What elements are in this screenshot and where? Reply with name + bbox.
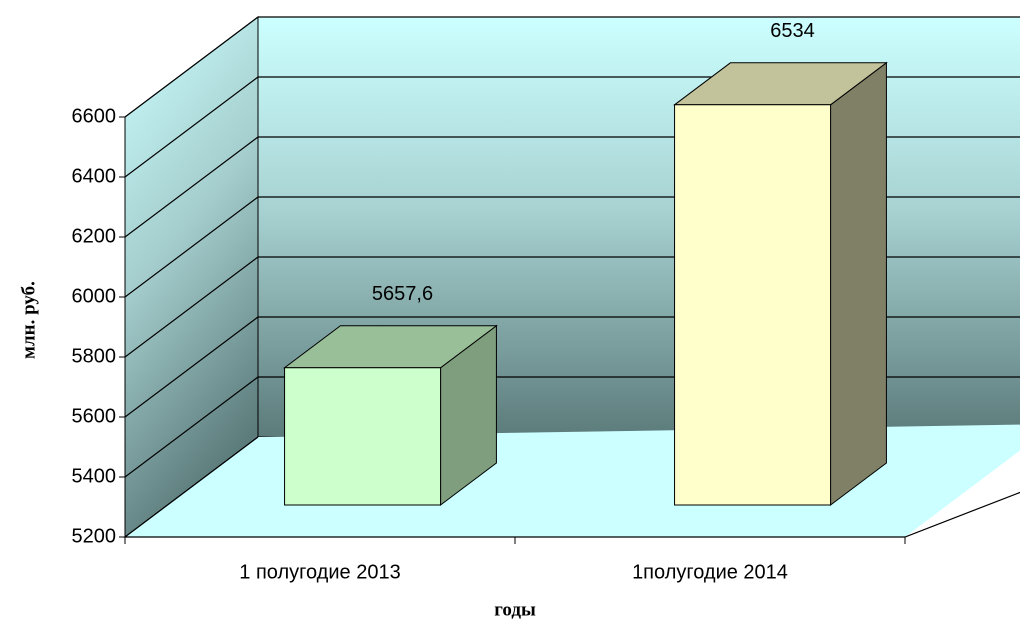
x-tick-label: 1 полугодие 2013 <box>239 561 400 583</box>
x-tick-label: 1полугодие 2014 <box>632 561 788 583</box>
bar <box>284 367 442 506</box>
x-axis-label: годы <box>494 599 536 620</box>
y-tick-label: 5400 <box>72 465 117 487</box>
bar <box>674 104 832 506</box>
y-tick-label: 6400 <box>72 165 117 187</box>
y-axis-label: млн. руб. <box>18 281 39 359</box>
y-tick-label: 6000 <box>72 285 117 307</box>
value-label: 6534 <box>770 20 815 42</box>
y-tick-label: 5800 <box>72 345 117 367</box>
value-label: 5657,6 <box>372 283 433 305</box>
y-tick-label: 5600 <box>72 405 117 427</box>
y-tick-label: 5200 <box>72 525 117 547</box>
y-tick-label: 6600 <box>72 105 117 127</box>
grid-line <box>124 16 1020 118</box>
bar-side <box>830 61 887 507</box>
y-tick-label: 6200 <box>72 225 117 247</box>
